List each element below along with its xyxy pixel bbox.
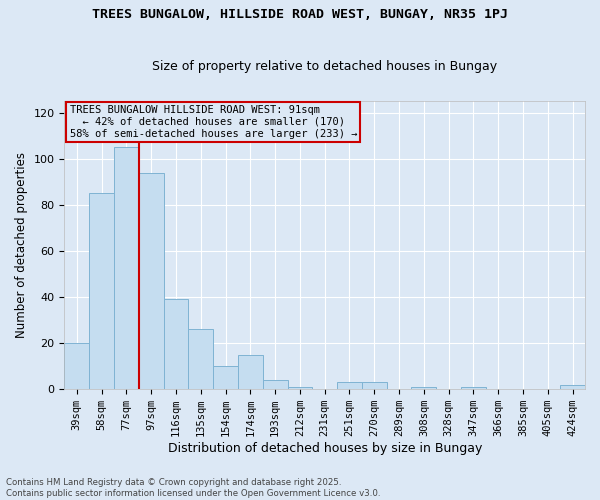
Bar [188,330,213,389]
Bar [461,387,486,389]
Bar [560,384,585,389]
Bar [263,380,287,389]
Bar [337,382,362,389]
Bar [287,387,313,389]
Bar [64,343,89,389]
Y-axis label: Number of detached properties: Number of detached properties [15,152,28,338]
Bar [164,300,188,389]
Bar [114,147,139,389]
Text: Contains HM Land Registry data © Crown copyright and database right 2025.
Contai: Contains HM Land Registry data © Crown c… [6,478,380,498]
X-axis label: Distribution of detached houses by size in Bungay: Distribution of detached houses by size … [167,442,482,455]
Bar [213,366,238,389]
Text: TREES BUNGALOW, HILLSIDE ROAD WEST, BUNGAY, NR35 1PJ: TREES BUNGALOW, HILLSIDE ROAD WEST, BUNG… [92,8,508,20]
Bar [362,382,386,389]
Text: TREES BUNGALOW HILLSIDE ROAD WEST: 91sqm
  ← 42% of detached houses are smaller : TREES BUNGALOW HILLSIDE ROAD WEST: 91sqm… [70,106,357,138]
Title: Size of property relative to detached houses in Bungay: Size of property relative to detached ho… [152,60,497,74]
Bar [412,387,436,389]
Bar [89,194,114,389]
Bar [238,354,263,389]
Bar [139,172,164,389]
